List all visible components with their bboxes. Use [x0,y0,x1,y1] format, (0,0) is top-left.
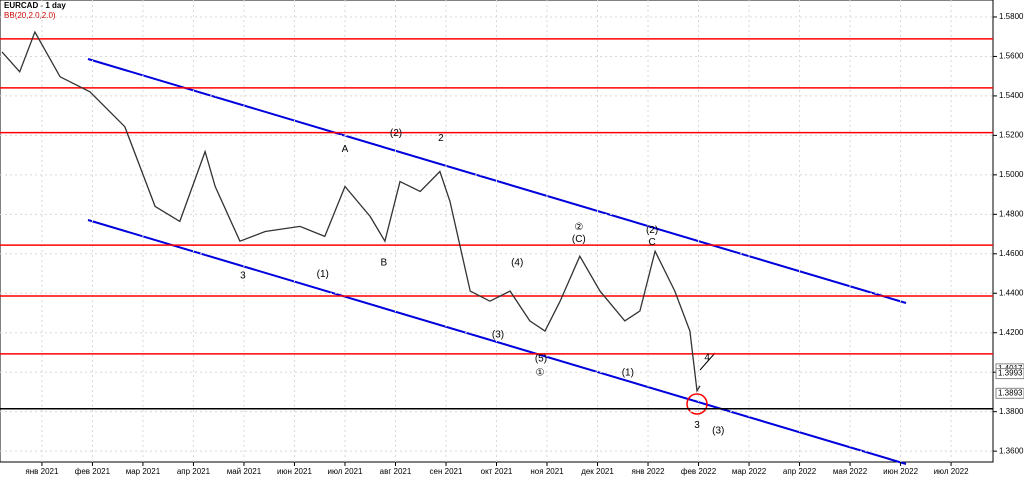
x-tick-label: апр 2022 [783,467,817,476]
wave-label: 3 [694,420,700,431]
price-tag-label: 1.3993 [998,369,1023,378]
y-tick-label: 1.5400 [999,91,1024,100]
x-tick-label: ноя 2021 [530,467,564,476]
wave-label: C [648,237,655,248]
price-line [1,30,701,393]
wave-label: (C) [572,234,586,245]
wave-label: (1) [317,269,329,280]
x-tick-label: июл 2021 [327,467,363,476]
y-tick-label: 1.5200 [999,130,1024,139]
wave-label: (3) [492,330,504,341]
x-tick-label: май 2021 [227,467,262,476]
wave-label: (2) [390,128,402,139]
y-tick-label: 1.5800 [999,12,1024,21]
price-tag [995,368,1024,380]
wave-label: 2 [438,133,444,144]
price-tag-label: 1.3893 [998,388,1023,397]
wave-label: (3) [712,425,724,436]
wave-label: ① [535,367,544,378]
x-tick-label: фев 2022 [681,467,717,476]
x-tick-label: дек 2021 [581,467,614,476]
x-tick-label: апр 2021 [177,467,211,476]
wave-label: (4) [511,258,523,269]
wave-label: 3 [240,271,246,282]
y-tick-label: 1.5600 [999,52,1024,61]
x-tick-label: июн 2022 [883,467,918,476]
wave-label: B [381,258,388,269]
x-tick-label: мая 2022 [833,467,868,476]
y-tick-label: 1.3600 [999,446,1024,455]
wave-label: (2) [646,225,658,236]
x-tick-label: мар 2021 [126,467,161,476]
x-tick-label: янв 2022 [632,467,666,476]
x-tick-label: сен 2021 [430,467,463,476]
chart-subtitle: BB(20,2.0,2.0) [4,11,56,20]
x-tick-label: мар 2022 [732,467,767,476]
x-tick-label: июл 2022 [934,467,970,476]
wave-label: ② [574,222,583,233]
y-tick-label: 1.5000 [999,170,1024,179]
y-tick-label: 1.4600 [999,249,1024,258]
x-tick-label: янв 2021 [25,467,59,476]
wave-label: 4 [704,352,710,363]
wave-label: (5) [535,353,547,364]
wave-label: A [342,144,349,155]
y-tick-label: 1.3800 [999,407,1024,416]
wave-label: (1) [622,367,634,378]
chart-title: EURCAD - 1 day [4,1,66,10]
target-circle [686,393,708,415]
x-tick-label: фев 2021 [75,467,111,476]
x-tick-label: авг 2021 [380,467,412,476]
y-tick-label: 1.4800 [999,209,1024,218]
y-tick-label: 1.4400 [999,288,1024,297]
x-tick-label: июн 2021 [277,467,312,476]
arrow [699,352,716,371]
x-tick-label: окт 2021 [481,467,513,476]
y-tick-label: 1.4200 [999,328,1024,337]
price-tag [995,387,1024,399]
